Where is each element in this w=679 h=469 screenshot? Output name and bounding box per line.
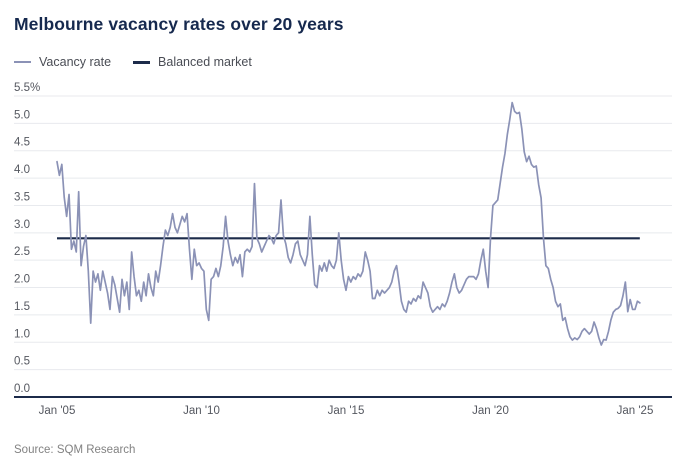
y-axis-tick-label: 2.0 — [14, 274, 30, 286]
y-axis-tick-label: 1.5 — [14, 301, 30, 313]
page-title: Melbourne vacancy rates over 20 years — [14, 14, 344, 34]
source-note: Source: SQM Research — [14, 444, 136, 456]
y-axis-tick-label: 3.5 — [14, 191, 30, 203]
x-axis-tick-label: Jan '10 — [183, 405, 220, 417]
vacancy-rate-swatch-icon — [14, 61, 31, 63]
y-axis-tick-label: 2.5 — [14, 246, 30, 258]
x-axis-tick-label: Jan '25 — [617, 405, 654, 417]
y-axis-tick-label: 5.5% — [14, 82, 40, 94]
x-axis-tick-label: Jan '15 — [328, 405, 365, 417]
vacancy-rate-line — [56, 101, 641, 346]
y-axis-tick-label: 0.5 — [14, 356, 30, 368]
legend-label: Vacancy rate — [39, 55, 112, 69]
x-axis-tick-label: Jan '20 — [472, 405, 509, 417]
y-axis-tick-label: 0.0 — [14, 383, 30, 395]
y-axis-tick-label: 4.0 — [14, 164, 30, 176]
y-axis-tick-label: 4.5 — [14, 137, 30, 149]
legend-item-vacancy-rate: Vacancy rate — [14, 55, 111, 69]
legend: Vacancy rate Balanced market — [14, 55, 252, 69]
legend-item-balanced-market: Balanced market — [133, 55, 252, 69]
legend-label: Balanced market — [158, 55, 252, 69]
y-axis-tick-label: 5.0 — [14, 109, 30, 121]
y-axis-tick-label: 1.0 — [14, 328, 30, 340]
x-axis-tick-label: Jan '05 — [39, 405, 76, 417]
y-axis-tick-label: 3.0 — [14, 219, 30, 231]
balanced-market-swatch-icon — [133, 60, 151, 64]
